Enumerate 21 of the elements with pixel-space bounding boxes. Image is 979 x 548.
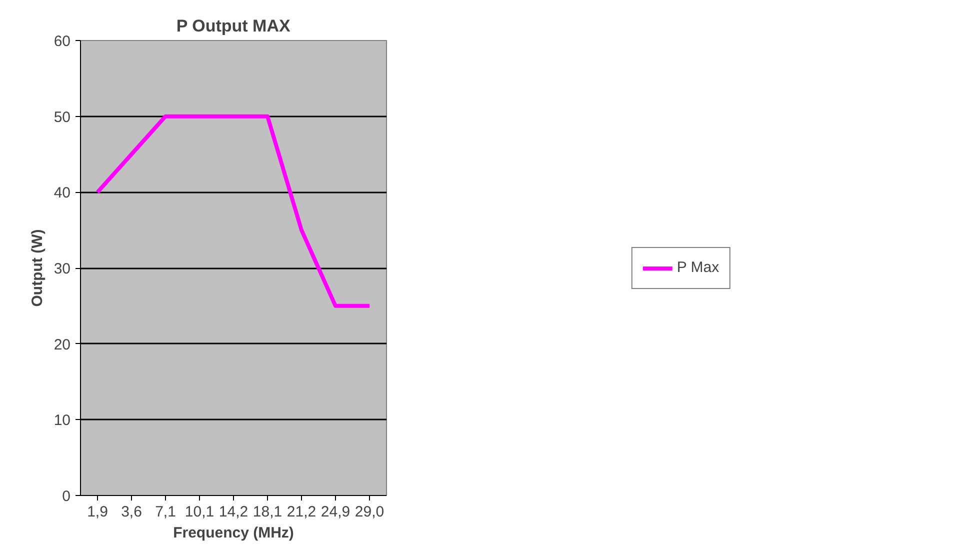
- x-tick-label: 1,9: [87, 504, 108, 520]
- x-tick-label: 21,2: [286, 504, 316, 520]
- chart-title: P Output MAX: [176, 16, 291, 36]
- x-tick-label: 29,0: [354, 504, 384, 520]
- y-tick-label: 60: [54, 33, 71, 50]
- y-tick-label: 10: [54, 412, 71, 430]
- x-tick-label: 3,6: [121, 504, 142, 520]
- x-axis-title: Frequency (MHz): [173, 524, 294, 542]
- x-tick-label: 18,1: [252, 504, 282, 520]
- x-tick-label: 14,2: [218, 504, 248, 520]
- x-tick-label: 7,1: [155, 504, 176, 520]
- y-tick-label: 30: [54, 260, 71, 278]
- y-tick-label: 50: [54, 108, 71, 126]
- x-tick-label: 10,1: [184, 504, 214, 520]
- x-tick-label: 24,9: [320, 504, 350, 520]
- y-tick-label: 20: [54, 336, 71, 354]
- legend-label: P Max: [676, 259, 720, 276]
- y-axis-title: Output (W): [28, 229, 46, 307]
- y-tick-label: 40: [54, 184, 71, 202]
- line-series: [96, 114, 372, 308]
- y-tick-label: 0: [62, 488, 70, 505]
